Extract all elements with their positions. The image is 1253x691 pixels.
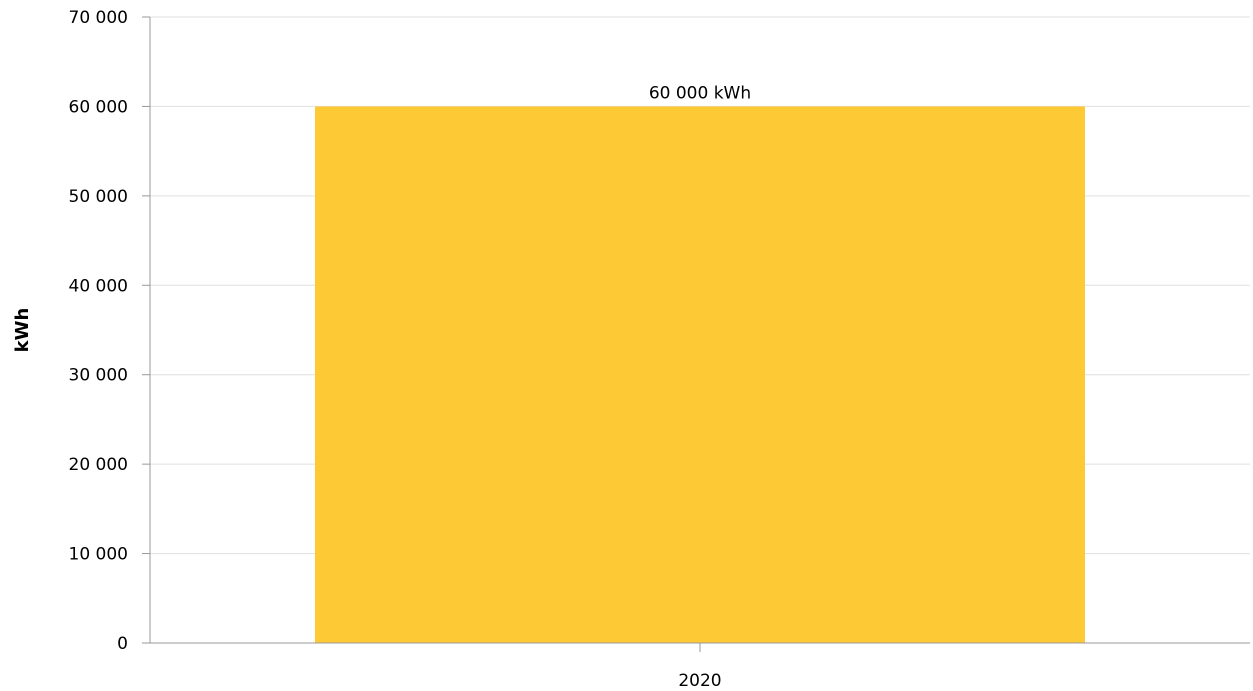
- y-tick-label: 10 000: [69, 545, 128, 565]
- bars: [315, 106, 1085, 643]
- x-tick-label: 2020: [678, 671, 721, 691]
- data-labels: 60 000 kWh: [649, 83, 751, 103]
- y-tick-label: 60 000: [69, 97, 128, 117]
- bar-data-label: 60 000 kWh: [649, 83, 751, 103]
- y-tick-label: 70 000: [69, 8, 128, 28]
- x-axis-ticks: 2020: [678, 643, 722, 691]
- y-tick-label: 40 000: [69, 276, 128, 296]
- y-tick-label: 0: [117, 634, 128, 654]
- y-tick-label: 30 000: [69, 366, 128, 386]
- bar: [315, 106, 1085, 643]
- y-tick-label: 50 000: [69, 187, 128, 207]
- y-tick-label: 20 000: [69, 455, 128, 475]
- y-axis-title: kWh: [12, 308, 33, 353]
- y-axis-ticks: 0 10 000 20 000 30 000 40 000 50 000 60 000 70 …: [69, 8, 150, 654]
